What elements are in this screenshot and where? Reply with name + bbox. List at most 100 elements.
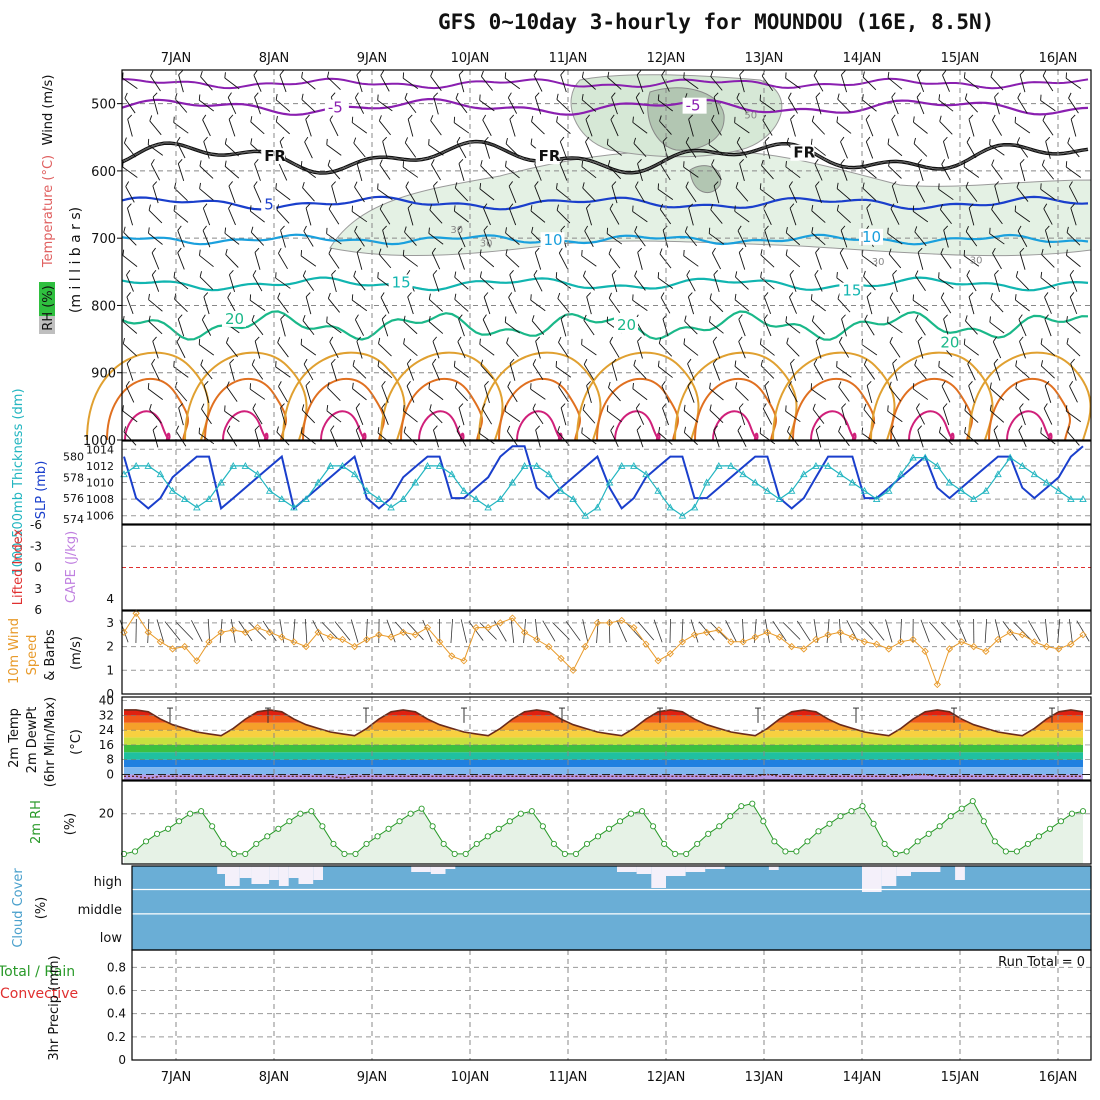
wind-barb [890,203,900,225]
wind-barb [377,360,393,379]
wind-barb [659,248,672,269]
wind10m-marker [351,642,359,651]
slp-marker [569,495,577,503]
wind-barb [150,159,161,181]
wind10m-barb [523,619,527,643]
wind10m-barb [321,622,339,640]
wind-barb [428,139,444,156]
wind-barb [152,425,159,448]
wind-barb [149,403,162,424]
wind-barb [177,247,185,270]
wind10m-marker [690,631,699,639]
wind-barb [506,425,519,447]
wind-barb [787,425,799,447]
wind-barb [711,247,722,270]
wind-barb [456,425,467,447]
rh-marker [837,813,844,820]
wind10m-marker [1055,645,1063,653]
wind-barb [202,203,211,226]
wind-barb [329,336,339,359]
wind-barb [712,336,721,359]
wind-barb [507,381,518,403]
wind10m-marker [253,623,262,632]
wind-barb [866,381,873,404]
wind-barb [1069,381,1078,403]
rh-marker [727,813,734,820]
rh-marker [947,813,954,820]
wind-barb [1019,70,1026,93]
slp-marker [1067,495,1075,503]
wind-barb [481,403,493,425]
wind-barb [657,272,674,289]
wind-barb [760,249,775,268]
wind-barb [356,336,363,359]
slp-marker [812,461,820,469]
wind10m-marker [338,635,347,644]
slp-marker [787,486,796,494]
wind-barb [815,181,822,204]
slp-marker [957,486,966,494]
wind-barb [381,403,389,425]
wind-barb [840,158,848,181]
cloud-high-gap [768,866,779,870]
wind-barb [917,247,924,270]
boundary-layer-contour [674,351,798,441]
contour-label: 20 [617,316,636,334]
wind-barb [402,161,419,178]
boundary-layer-contour [222,410,269,441]
wind-barb [202,114,211,137]
wind-barb [606,138,622,156]
wind-barb [967,358,976,381]
wind10m-marker [921,647,929,655]
wind-barb [148,204,163,224]
wind10m-marker [970,642,978,651]
wind-barb [151,247,160,270]
slp-marker [326,461,335,469]
wind-barb [280,314,286,337]
slp-marker [545,470,553,478]
wind10m-barb [176,622,194,640]
contour-label-bg [222,310,246,327]
wind-barb [761,159,774,180]
wind-barb [711,114,722,136]
wind-barb [734,360,750,379]
wind-barb [611,270,618,293]
contour-label: 15 [392,274,411,292]
wind-barb [304,136,313,159]
contour-label: 10 [544,231,563,249]
wind10m-marker [982,647,990,655]
wind-barb [530,294,546,312]
contour-label: 5 [264,196,274,214]
wind10m-marker [630,623,638,632]
wind-barb [965,315,978,335]
rh-marker [374,833,381,840]
slp-marker [666,503,675,511]
rh-marker [297,810,304,817]
wind10m-barb [450,619,453,643]
slp-marker [1079,495,1087,503]
wind-barb [1040,427,1056,445]
slp-marker [314,478,322,486]
wind-barb [328,203,340,225]
wind-barb [355,425,364,448]
rh-marker [550,840,557,847]
boundary-layer-contour [320,410,367,441]
wind10m-barb [653,619,663,643]
wind-barb [789,269,797,292]
wind-barb [915,181,926,203]
wind-barb [581,338,597,356]
date-label-top: 15JAN [941,51,980,66]
wind-barb [174,381,188,402]
contour-label-bg [937,334,962,351]
wind-barb [611,181,618,204]
wind-barb [1066,249,1081,268]
wind10m-barb [1013,622,1032,640]
wind-barb [738,403,746,426]
contour-15 [121,276,1089,292]
rh-marker [220,840,227,847]
slp-marker [824,461,832,469]
wind-barb [966,136,977,159]
wind10m-barb [920,619,930,643]
rh-marker [804,838,811,845]
temperature-band [124,722,1083,731]
